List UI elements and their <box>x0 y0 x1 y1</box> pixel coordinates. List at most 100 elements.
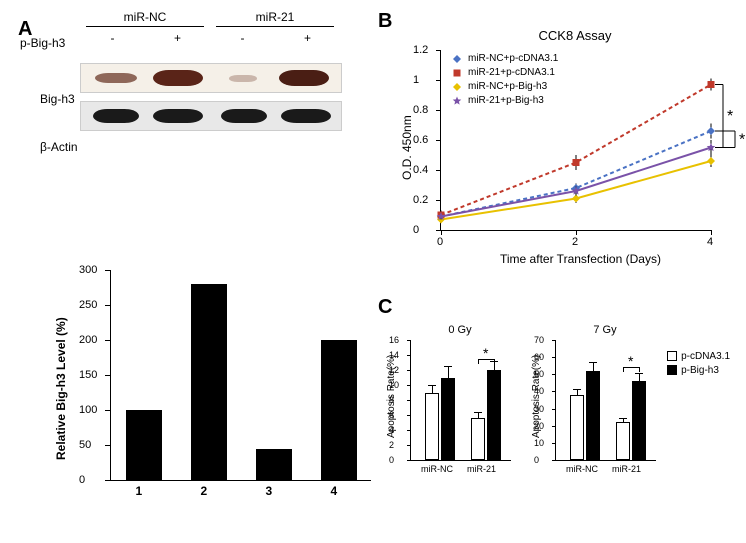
pm-cell: + <box>145 31 210 45</box>
xtick-label: 1 <box>136 484 143 498</box>
panel-b-ylabel: O.D. 450nm <box>400 115 414 180</box>
ytick-label: 14 <box>389 350 399 360</box>
legend-item: p-cDNA3.1 <box>667 350 730 364</box>
ytick-label: 1 <box>413 74 419 86</box>
ytick-label: 40 <box>534 386 544 396</box>
bar <box>191 284 227 480</box>
xtick-label: 3 <box>266 484 273 498</box>
group-label-mirnc: miR-NC <box>80 10 210 24</box>
ytick-label: 10 <box>534 438 544 448</box>
blot-band <box>281 109 331 123</box>
legend-item: miR-21+p-Big-h3 <box>450 94 558 108</box>
group-label-mir21: miR-21 <box>210 10 340 24</box>
blot-band <box>279 70 329 86</box>
ytick-label: 30 <box>534 404 544 414</box>
legend-item: miR-21+p-cDNA3.1 <box>450 66 558 80</box>
ytick-label: 0 <box>79 474 85 486</box>
panel-b-legend: miR-NC+p-cDNA3.1miR-21+p-cDNA3.1miR-NC+p… <box>450 52 558 108</box>
ytick-label: 70 <box>534 335 544 345</box>
blot-band <box>153 109 203 123</box>
blot-header: miR-NC miR-21 p-Big-h3 -+-+ <box>80 10 340 45</box>
subplot-7gy-title: 7 Gy <box>555 324 655 336</box>
bar <box>256 449 292 481</box>
panel-b: CCK8 Assay O.D. 450nm Time after Transfe… <box>380 10 730 270</box>
bar <box>632 381 646 460</box>
subplot-0gy-plot: 0246810121416miR-NCmiR-21* <box>410 340 511 461</box>
xtick-label: 4 <box>707 236 713 248</box>
ytick-label: 20 <box>534 421 544 431</box>
blot-label-actin: β-Actin <box>40 140 78 154</box>
xtick-label: miR-21 <box>467 464 496 474</box>
xtick-label: 2 <box>201 484 208 498</box>
barchart-a-ylabel: Relative Big-h3 Level (%) <box>54 317 68 460</box>
bar <box>321 340 357 480</box>
pm-cell: - <box>210 31 275 45</box>
svg-text:*: * <box>739 131 745 148</box>
bar <box>487 370 501 460</box>
xtick-label: 2 <box>572 236 578 248</box>
svg-text:*: * <box>727 108 733 125</box>
bar <box>441 378 455 461</box>
ytick-label: 100 <box>79 404 97 416</box>
panel-c-legend: p-cDNA3.1p-Big-h3 <box>667 350 730 378</box>
sig-star: * <box>628 353 633 369</box>
construct-label: p-Big-h3 <box>20 36 65 50</box>
blot-band <box>93 109 139 123</box>
blot-band <box>153 70 203 86</box>
ytick-label: 200 <box>79 334 97 346</box>
ytick-label: 10 <box>389 380 399 390</box>
barchart-a: Relative Big-h3 Level (%) 05010015020025… <box>50 260 380 520</box>
xtick-label: 0 <box>437 236 443 248</box>
subplot-0gy-title: 0 Gy <box>410 324 510 336</box>
ytick-label: 16 <box>389 335 399 345</box>
ytick-label: 0 <box>413 224 419 236</box>
sig-star: * <box>483 345 488 361</box>
bar <box>570 395 584 460</box>
ytick-label: 4 <box>389 425 394 435</box>
bar <box>616 422 630 460</box>
ytick-label: 0.6 <box>413 134 428 146</box>
pm-cell: + <box>275 31 340 45</box>
xtick-label: miR-NC <box>421 464 453 474</box>
ytick-label: 0.2 <box>413 194 428 206</box>
ytick-label: 50 <box>534 369 544 379</box>
ytick-label: 0 <box>389 455 394 465</box>
pm-cell: - <box>80 31 145 45</box>
ytick-label: 12 <box>389 365 399 375</box>
ytick-label: 6 <box>389 410 394 420</box>
ytick-label: 1.2 <box>413 44 428 56</box>
bar <box>425 393 439 461</box>
xtick-label: miR-NC <box>566 464 598 474</box>
ytick-label: 8 <box>389 395 394 405</box>
ytick-label: 250 <box>79 299 97 311</box>
bar <box>126 410 162 480</box>
panel-b-title: CCK8 Assay <box>440 28 710 43</box>
panel-a: miR-NC miR-21 p-Big-h3 -+-+ Big-h3 β-Act… <box>20 10 360 131</box>
bar <box>471 418 485 460</box>
panel-b-xlabel: Time after Transfection (Days) <box>500 252 661 266</box>
legend-item: miR-NC+p-Big-h3 <box>450 80 558 94</box>
blot-actin <box>80 101 342 131</box>
blot-band <box>95 73 137 83</box>
ytick-label: 150 <box>79 369 97 381</box>
ytick-label: 0.8 <box>413 104 428 116</box>
panel-c-subplot-0gy: 0 Gy Apoptosis Rate(%) 0246810121416miR-… <box>380 320 510 480</box>
xtick-label: miR-21 <box>612 464 641 474</box>
blot-band <box>229 75 257 82</box>
ytick-label: 50 <box>79 439 91 451</box>
ytick-label: 0 <box>534 455 539 465</box>
bar <box>586 371 600 460</box>
barchart-a-plot: 0501001502002503001234 <box>110 270 371 481</box>
xtick-label: 4 <box>331 484 338 498</box>
panel-c-subplot-7gy: 7 Gy Apoptosis Rate(%) 010203040506070mi… <box>525 320 655 480</box>
ytick-label: 60 <box>534 352 544 362</box>
blot-bigh3 <box>80 63 342 93</box>
ytick-label: 0.4 <box>413 164 428 176</box>
ytick-label: 300 <box>79 264 97 276</box>
blot-band <box>221 109 267 123</box>
blot-label-bigh3: Big-h3 <box>40 92 75 106</box>
ytick-label: 2 <box>389 440 394 450</box>
legend-item: miR-NC+p-cDNA3.1 <box>450 52 558 66</box>
subplot-7gy-plot: 010203040506070miR-NCmiR-21* <box>555 340 656 461</box>
legend-item: p-Big-h3 <box>667 364 730 378</box>
